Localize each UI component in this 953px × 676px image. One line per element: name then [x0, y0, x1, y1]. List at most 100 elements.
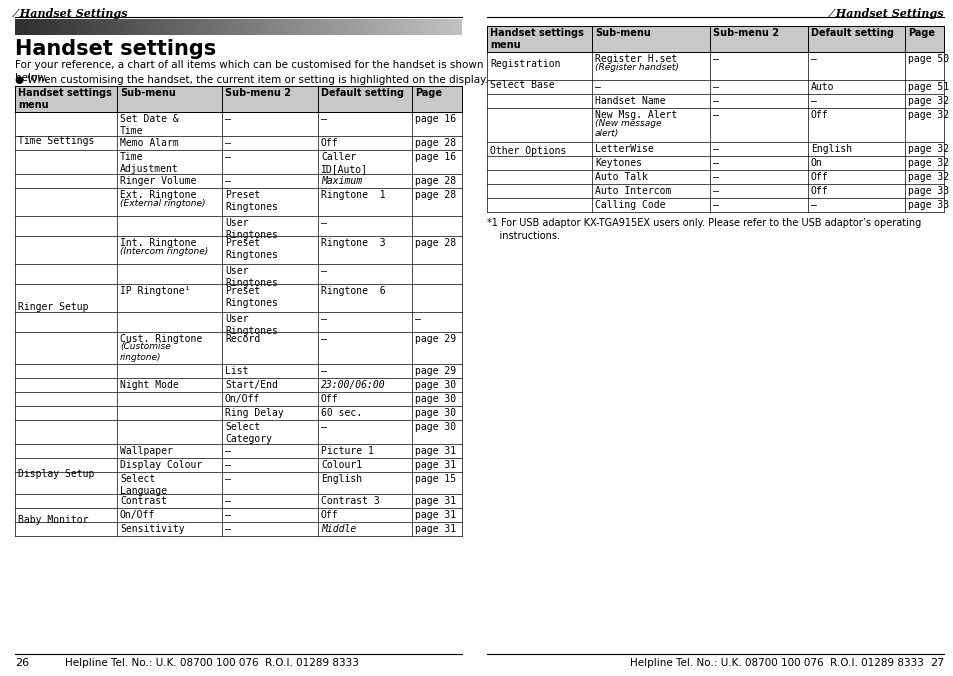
Bar	[172, 19, 173, 35]
Bar	[178, 19, 179, 35]
Bar	[442, 19, 443, 35]
Bar	[297, 19, 298, 35]
Text: —: —	[320, 314, 327, 324]
Bar	[307, 19, 308, 35]
Bar	[119, 19, 120, 35]
Bar	[104, 19, 105, 35]
Bar	[80, 19, 81, 35]
Bar	[295, 19, 296, 35]
Bar	[226, 19, 227, 35]
Bar	[182, 19, 183, 35]
Bar	[139, 19, 140, 35]
Text: User
Ringtones: User Ringtones	[225, 266, 277, 287]
Bar	[148, 19, 149, 35]
Bar	[37, 19, 38, 35]
Bar	[124, 19, 125, 35]
Bar	[149, 19, 150, 35]
Bar	[38, 19, 39, 35]
Bar	[443, 19, 444, 35]
Bar	[287, 19, 288, 35]
Text: Off: Off	[810, 110, 828, 120]
Bar	[435, 19, 436, 35]
Bar	[289, 19, 290, 35]
Text: Caller
ID[Auto]: Caller ID[Auto]	[320, 152, 368, 174]
Bar	[67, 19, 68, 35]
Bar	[278, 19, 280, 35]
Text: Other Options: Other Options	[490, 146, 566, 156]
Bar	[390, 19, 391, 35]
Bar	[160, 19, 161, 35]
Text: Handset settings: Handset settings	[15, 39, 216, 59]
Bar	[451, 19, 452, 35]
Bar	[141, 19, 142, 35]
Bar	[170, 19, 171, 35]
Text: —: —	[225, 138, 231, 148]
Bar	[317, 19, 318, 35]
Text: —: —	[225, 446, 231, 456]
Text: Sub-menu: Sub-menu	[120, 88, 175, 98]
Bar	[355, 19, 356, 35]
Text: —: —	[810, 54, 816, 64]
Bar	[326, 19, 327, 35]
Text: —: —	[225, 460, 231, 470]
Bar	[460, 19, 461, 35]
Text: Maximum: Maximum	[320, 176, 362, 186]
Bar	[413, 19, 414, 35]
Bar	[190, 19, 191, 35]
Text: ● When customising the handset, the current item or setting is highlighted on th: ● When customising the handset, the curr…	[15, 75, 488, 85]
Bar	[363, 19, 364, 35]
Text: page 31: page 31	[415, 510, 456, 520]
Bar	[452, 19, 453, 35]
Bar	[325, 19, 326, 35]
Bar	[196, 19, 198, 35]
Bar	[105, 19, 106, 35]
Bar	[209, 19, 210, 35]
Bar	[132, 19, 133, 35]
Bar	[202, 19, 203, 35]
Bar	[48, 19, 49, 35]
Bar	[129, 19, 130, 35]
Text: page 31: page 31	[415, 460, 456, 470]
Text: page 31: page 31	[415, 446, 456, 456]
Bar	[431, 19, 432, 35]
Bar	[294, 19, 295, 35]
Bar	[245, 19, 246, 35]
Bar	[117, 19, 118, 35]
Bar	[60, 19, 61, 35]
Bar	[379, 19, 380, 35]
Bar	[214, 19, 215, 35]
Text: 26: 26	[15, 658, 30, 668]
Bar	[266, 19, 267, 35]
Bar	[15, 86, 461, 112]
Text: Select Base: Select Base	[490, 80, 554, 90]
Bar	[76, 19, 77, 35]
Bar	[261, 19, 262, 35]
Bar	[437, 19, 438, 35]
Text: Default setting: Default setting	[810, 28, 893, 38]
Bar	[118, 19, 119, 35]
Text: —: —	[415, 314, 420, 324]
Bar	[332, 19, 333, 35]
Text: page 33: page 33	[907, 186, 948, 196]
Bar	[213, 19, 214, 35]
Text: Helpline Tel. No.: U.K. 08700 100 076  R.O.I. 01289 8333: Helpline Tel. No.: U.K. 08700 100 076 R.…	[630, 658, 923, 668]
Text: Select
Language: Select Language	[120, 474, 167, 496]
Bar	[446, 19, 447, 35]
Bar	[447, 19, 448, 35]
Bar	[234, 19, 235, 35]
Bar	[320, 19, 322, 35]
Bar	[20, 19, 21, 35]
Bar	[286, 19, 287, 35]
Bar	[85, 19, 86, 35]
Bar	[77, 19, 78, 35]
Bar	[357, 19, 358, 35]
Bar	[448, 19, 449, 35]
Bar	[26, 19, 27, 35]
Bar	[274, 19, 275, 35]
Bar	[65, 19, 66, 35]
Bar	[251, 19, 252, 35]
Bar	[328, 19, 329, 35]
Bar	[366, 19, 367, 35]
Bar	[167, 19, 168, 35]
Bar	[191, 19, 192, 35]
